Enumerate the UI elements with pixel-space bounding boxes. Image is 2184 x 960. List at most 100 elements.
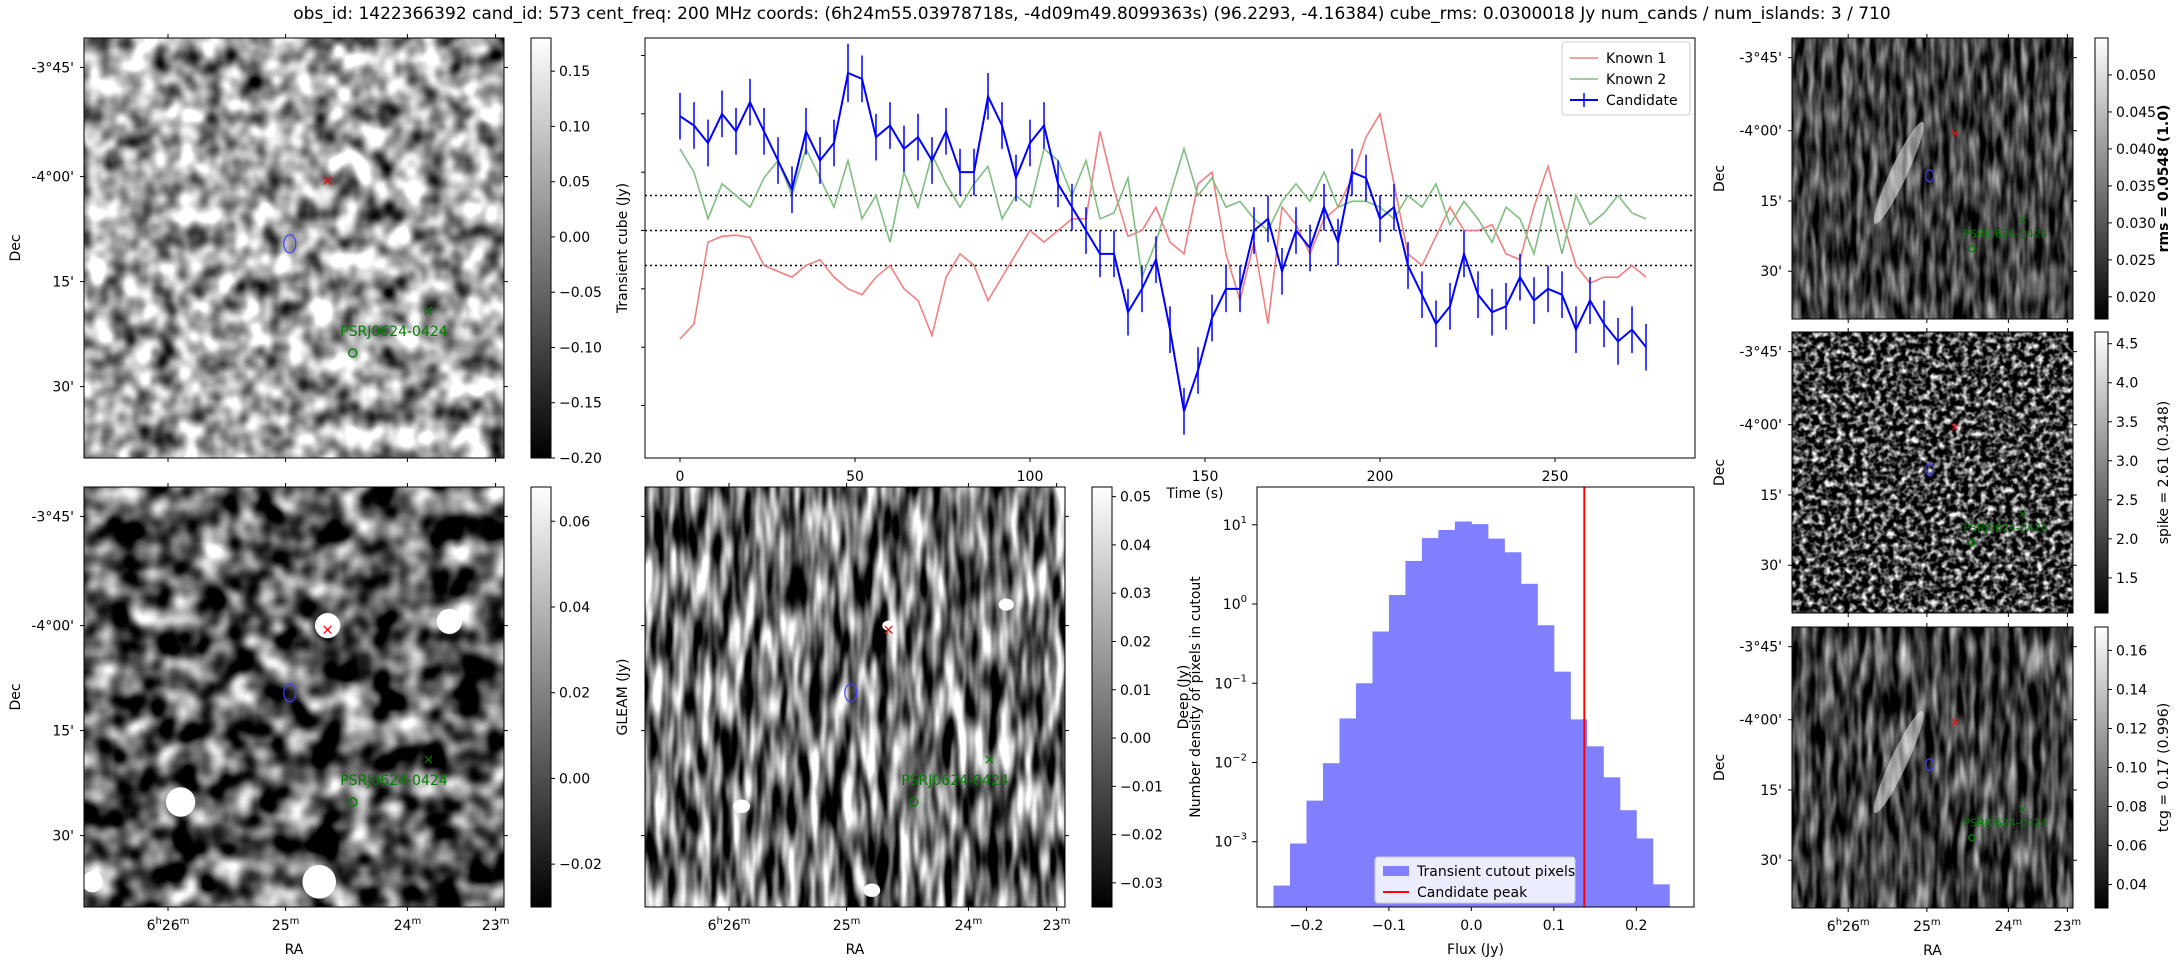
bright-source	[882, 620, 895, 631]
candidate-marker: ×	[321, 620, 334, 638]
sky-panel-spike: ××PSRJ0624-0424-3°45'-4°00'15'30'Dec4.54…	[1712, 328, 2172, 617]
x-tick-label: 50	[846, 469, 864, 485]
flux-histogram-chart: −0.2 −0.1 0.0 0.1 0.2 10−3 10−2 10−1 100 101 Flux …	[1188, 486, 1695, 958]
bright-source	[863, 883, 881, 897]
x-tick-label: 100	[1017, 469, 1044, 485]
candidate-contour	[844, 683, 858, 703]
bright-source	[998, 598, 1014, 611]
ra-tick-label: 6h26m	[1827, 917, 1870, 935]
light-curve-chart: 0 50 100 150 200 250 Time (s) Known 1 Known 2 Can…	[641, 37, 1696, 502]
colorbar-tick-label: 0.10	[2116, 761, 2147, 777]
dec-tick-label: 30'	[1760, 264, 1782, 280]
colorbar-tick-label: 0.05	[559, 175, 590, 191]
candidate-contour	[283, 683, 297, 703]
colorbar-tick-label: 0.045	[2116, 105, 2156, 121]
dec-tick-label: 30'	[52, 380, 74, 396]
dec-tick-label: 15'	[52, 275, 74, 291]
source-marker: ×	[2017, 213, 2027, 227]
sky-image-gleam	[84, 487, 504, 907]
dec-tick-label: 15'	[1760, 783, 1782, 799]
axes-frame	[83, 37, 505, 459]
source-label: PSRJ0624-0424	[901, 773, 1009, 789]
colorbar-tick-label: 3.5	[2116, 415, 2138, 431]
dec-axis-label: Dec	[8, 683, 24, 710]
sky-image-spike	[1792, 332, 2073, 613]
colorbar-tick-label: 0.02	[559, 686, 590, 702]
colorbar-tick-label: 0.14	[2116, 682, 2147, 698]
ra-tick-label: 25m	[1913, 917, 1941, 935]
series-line-known-1	[679, 111, 1647, 340]
histogram-bar	[1652, 884, 1670, 907]
ra-tick-label: 25m	[833, 916, 861, 934]
colorbar-tick-label: −0.20	[559, 451, 602, 467]
histogram-bar	[1504, 552, 1522, 907]
histogram-bar	[1586, 746, 1604, 907]
bright-source	[84, 871, 103, 893]
x-tick-label: 200	[1367, 469, 1394, 485]
ra-axis-label: RA	[1923, 943, 1942, 959]
colorbar-tick-label: 2.5	[2116, 493, 2138, 509]
legend-label: Transient cutout pixels	[1416, 864, 1575, 880]
series-line-candidate	[679, 71, 1647, 412]
dec-tick-label: -3°45'	[31, 509, 74, 525]
x-tick-label: −0.1	[1372, 918, 1406, 934]
y-tick-label: 101	[1223, 515, 1247, 534]
colorbar-tick-label: 4.0	[2116, 376, 2138, 392]
source-circle	[1968, 245, 1976, 253]
dec-axis-label: Dec	[8, 234, 24, 261]
histogram-bar	[1537, 625, 1555, 907]
histogram-bar	[1603, 777, 1621, 907]
colorbar-label: Deep (Jy)	[1176, 665, 1192, 730]
source-label: PSRJ0624-0424	[1963, 522, 2047, 535]
y-axis-label: Number density of pixels in cutout	[1188, 576, 1204, 818]
colorbar-tick-label: 0.025	[2116, 253, 2156, 269]
y-tick-label: 100	[1223, 594, 1247, 613]
bright-source	[302, 865, 337, 899]
bright-source	[733, 799, 750, 813]
colorbar-tick-label: 0.04	[2116, 878, 2147, 894]
colorbar-tick-label: 0.02	[1120, 634, 1151, 650]
figure-title: obs_id: 1422366392 cand_id: 573 cent_fre…	[293, 4, 1891, 24]
dec-tick-label: 30'	[1760, 558, 1782, 574]
dec-tick-label: -4°00'	[1739, 418, 1782, 434]
bright-source	[315, 613, 341, 639]
colorbar	[2094, 626, 2109, 909]
histogram-bar	[1388, 595, 1406, 907]
ra-tick-label: 24m	[1995, 917, 2023, 935]
colorbar-tick-label: 0.00	[559, 771, 590, 787]
legend-label: Known 1	[1606, 51, 1666, 67]
colorbar-label: tcg = 0.17 (0.996)	[2156, 703, 2172, 832]
histogram-bar	[1553, 671, 1571, 907]
x-tick-label: 0	[676, 469, 685, 485]
histogram-bar	[1487, 538, 1505, 907]
colorbar-tick-label: 0.030	[2116, 216, 2156, 232]
candidate-marker: ×	[321, 171, 334, 189]
candidate-marker: ×	[1950, 715, 1960, 729]
streak-artifact	[1873, 121, 1924, 224]
ra-tick-label: 23m	[1043, 916, 1071, 934]
colorbar-tick-label: 0.04	[559, 600, 590, 616]
colorbar-tick-label: 0.020	[2116, 290, 2156, 306]
histogram-bar	[1306, 800, 1324, 907]
bright-source	[436, 608, 462, 635]
source-circle	[348, 797, 358, 807]
dec-tick-label: -3°45'	[31, 60, 74, 76]
source-circle	[1968, 834, 1976, 842]
x-tick-label: 0.0	[1460, 918, 1482, 934]
sky-panel-gleam: × × PSRJ0624-0424 -3°45' -4°00' 15' 30' Dec 6h26…	[8, 483, 631, 958]
bright-source	[165, 787, 196, 817]
axes-frame	[1791, 331, 2074, 614]
source-circle	[348, 348, 358, 358]
source-marker: ×	[2017, 507, 2027, 521]
dec-tick-label: -4°00'	[1739, 124, 1782, 140]
dec-tick-label: 15'	[1760, 488, 1782, 504]
histogram-bar	[1355, 683, 1373, 907]
colorbar-tick-label: 0.01	[1120, 683, 1151, 699]
x-tick-label: 0.2	[1625, 918, 1647, 934]
sky-image-rms	[1792, 38, 2073, 319]
axes-frame	[1791, 37, 2074, 320]
axes-frame	[1256, 486, 1695, 908]
colorbar-tick-label: 0.08	[2116, 800, 2147, 816]
legend-swatch	[1383, 866, 1409, 876]
colorbar-tick-label: 0.00	[559, 230, 590, 246]
